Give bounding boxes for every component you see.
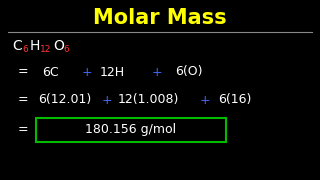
Text: +: + bbox=[102, 93, 113, 107]
Text: =: = bbox=[18, 66, 28, 78]
Text: +: + bbox=[82, 66, 92, 78]
Text: 12: 12 bbox=[40, 46, 52, 55]
Text: Molar Mass: Molar Mass bbox=[93, 8, 227, 28]
Text: 6(16): 6(16) bbox=[218, 93, 252, 107]
Text: =: = bbox=[18, 123, 28, 136]
Text: 12H: 12H bbox=[100, 66, 125, 78]
Text: 6C: 6C bbox=[42, 66, 59, 78]
Text: 6(O): 6(O) bbox=[175, 66, 203, 78]
Text: =: = bbox=[18, 93, 28, 107]
Text: 6(12.01): 6(12.01) bbox=[38, 93, 91, 107]
Text: C: C bbox=[12, 39, 22, 53]
Text: H: H bbox=[30, 39, 40, 53]
Text: O: O bbox=[53, 39, 64, 53]
Text: +: + bbox=[200, 93, 211, 107]
Text: 180.156 g/mol: 180.156 g/mol bbox=[85, 123, 177, 136]
Text: 6: 6 bbox=[22, 46, 28, 55]
Text: 6: 6 bbox=[63, 46, 69, 55]
Text: +: + bbox=[152, 66, 163, 78]
Text: 12(1.008): 12(1.008) bbox=[118, 93, 180, 107]
